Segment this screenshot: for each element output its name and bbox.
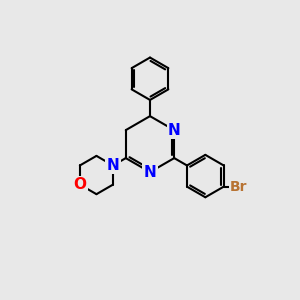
Text: N: N: [107, 158, 119, 173]
Text: O: O: [74, 177, 86, 192]
Text: Br: Br: [230, 180, 248, 194]
Text: N: N: [144, 165, 156, 180]
Text: N: N: [168, 123, 181, 138]
